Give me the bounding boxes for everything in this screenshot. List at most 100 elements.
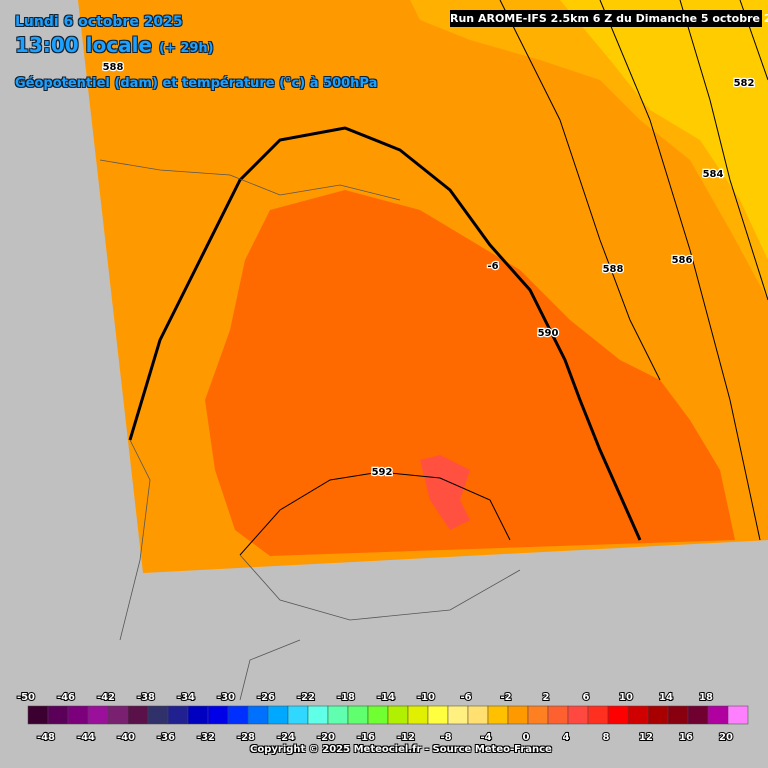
legend-label: -10 — [417, 692, 435, 703]
legend-label: -36 — [157, 732, 175, 743]
legend-swatch — [467, 705, 489, 725]
legend-swatch — [427, 705, 449, 725]
legend-swatch — [67, 705, 89, 725]
legend-swatch — [667, 705, 689, 725]
legend-swatch — [347, 705, 369, 725]
legend-label: -14 — [377, 692, 395, 703]
legend-label: 10 — [619, 692, 633, 703]
legend-swatch — [567, 705, 589, 725]
contour-588 — [499, 0, 661, 381]
legend-label: -40 — [117, 732, 135, 743]
legend-label: -28 — [237, 732, 255, 743]
legend-swatch — [527, 705, 549, 725]
legend-swatch — [547, 705, 569, 725]
legend-swatch — [227, 705, 249, 725]
legend-label: -18 — [337, 692, 355, 703]
legend-swatch — [487, 705, 509, 725]
legend-swatch — [147, 705, 169, 725]
contour-label: 592 — [372, 467, 393, 478]
legend-label: 18 — [699, 692, 713, 703]
parameter: Géopotentiel (dam) et température (°c) à… — [15, 76, 378, 91]
borders — [99, 159, 521, 701]
legend-swatch — [207, 705, 229, 725]
legend-label: -32 — [197, 732, 215, 743]
legend-swatch — [727, 705, 749, 725]
legend-swatch — [167, 705, 189, 725]
date: Lundi 6 octobre 2025 — [15, 14, 183, 30]
contour-label: 582 — [734, 78, 755, 89]
legend-label: 16 — [679, 732, 693, 743]
legend-swatch — [587, 705, 609, 725]
legend-swatch — [187, 705, 209, 725]
legend-label: 14 — [659, 692, 673, 703]
legend-swatch — [27, 705, 49, 725]
legend-swatch — [307, 705, 329, 725]
contour-586 — [599, 0, 761, 541]
legend-label: -48 — [37, 732, 55, 743]
contour-592 — [239, 471, 511, 556]
legend-label: -38 — [137, 692, 155, 703]
legend-swatch — [107, 705, 129, 725]
time: 13:00 locale (+ 29h) — [15, 33, 214, 57]
contour-label: 586 — [672, 255, 693, 266]
contour-label: -6 — [487, 261, 498, 272]
legend-label: -46 — [57, 692, 75, 703]
legend-swatch — [647, 705, 669, 725]
legend-label: -42 — [97, 692, 115, 703]
legend-swatch — [47, 705, 69, 725]
legend-swatch — [247, 705, 269, 725]
legend-label: 8 — [603, 732, 610, 743]
legend-swatch — [607, 705, 629, 725]
legend-swatch — [507, 705, 529, 725]
legend-label: -24 — [277, 732, 295, 743]
legend-label: 12 — [639, 732, 653, 743]
legend-swatch — [627, 705, 649, 725]
contour-label: 588 — [603, 264, 624, 275]
contour-584 — [679, 0, 768, 301]
legend-label: -12 — [397, 732, 415, 743]
legend-swatch — [447, 705, 469, 725]
legend-swatch — [387, 705, 409, 725]
run-info: Run AROME-IFS 2.5km 6 Z du Dimanche 5 oc… — [450, 10, 768, 27]
legend-label: 20 — [719, 732, 733, 743]
legend-swatch — [327, 705, 349, 725]
legend-swatch — [127, 705, 149, 725]
legend-label: -44 — [77, 732, 95, 743]
contour-label: 588 — [103, 62, 124, 73]
contour-label: 590 — [538, 328, 559, 339]
legend-label: 0 — [523, 732, 530, 743]
legend-swatch — [707, 705, 729, 725]
legend-swatch — [87, 705, 109, 725]
legend-label: 2 — [543, 692, 550, 703]
legend-label: -26 — [257, 692, 275, 703]
hot-spot — [420, 455, 470, 530]
legend-swatch — [367, 705, 389, 725]
legend-label: -4 — [480, 732, 491, 743]
legend-swatch — [407, 705, 429, 725]
legend-label: -22 — [297, 692, 315, 703]
legend-label: -8 — [440, 732, 451, 743]
isotherm-minus6 — [128, 126, 642, 541]
copyright: Copyright © 2025 Meteociel.fr - Source M… — [250, 744, 552, 755]
yellow-zone — [560, 0, 768, 260]
legend-label: -50 — [17, 692, 35, 703]
color-legend: -50-48-46-44-42-40-38-36-34-32-30-28-26-… — [16, 691, 749, 744]
lead: (+ 29h) — [158, 41, 214, 56]
legend-label: -30 — [217, 692, 235, 703]
legend-label: -34 — [177, 692, 195, 703]
legend-swatch — [287, 705, 309, 725]
time-text: 13:00 locale — [15, 33, 152, 57]
legend-label: -16 — [357, 732, 375, 743]
legend-label: -6 — [460, 692, 471, 703]
contour-labels: 588 582 584 586 588 590 -6 592 — [101, 61, 755, 480]
legend-swatch — [267, 705, 289, 725]
contour-label: 584 — [703, 169, 724, 180]
legend-label: -20 — [317, 732, 335, 743]
legend-label: 6 — [583, 692, 590, 703]
legend-label: -2 — [500, 692, 511, 703]
legend-label: 4 — [563, 732, 570, 743]
warm-core — [205, 190, 735, 556]
legend-swatch — [687, 705, 709, 725]
